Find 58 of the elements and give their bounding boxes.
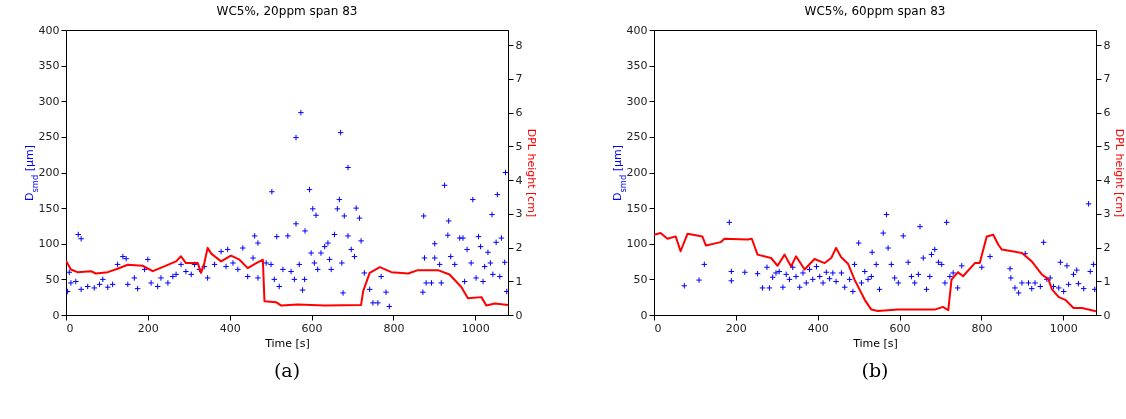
y-tick-label: 350 bbox=[626, 59, 648, 73]
y2-tick-label: 6 bbox=[515, 106, 523, 120]
y2-tick-label: 8 bbox=[1103, 38, 1111, 52]
x-tick-label: 1000 bbox=[1049, 321, 1078, 335]
y2-tick-label: 8 bbox=[515, 38, 523, 52]
x-tick-label: 0 bbox=[654, 321, 662, 335]
y-tick-label: 150 bbox=[626, 201, 648, 215]
y2-tick-label: 2 bbox=[1103, 241, 1111, 255]
x-axis-title: Time [s] bbox=[264, 336, 310, 350]
line-series bbox=[66, 246, 508, 307]
x-tick-label: 1000 bbox=[461, 321, 490, 335]
y-tick-label: 200 bbox=[626, 166, 648, 179]
y2-tick-label: 4 bbox=[1103, 173, 1111, 187]
y-tick-label: 400 bbox=[626, 23, 648, 37]
y-tick-label: 300 bbox=[626, 94, 648, 108]
x-tick-label: 400 bbox=[219, 321, 241, 335]
text: (a) bbox=[273, 359, 301, 381]
text: (b) bbox=[861, 359, 889, 381]
x-tick-label: 600 bbox=[301, 321, 323, 335]
x-tick-label: 0 bbox=[66, 321, 74, 335]
y2-tick-label: 1 bbox=[1103, 274, 1111, 288]
y-tick-label: 50 bbox=[45, 272, 60, 286]
x-tick-label: 800 bbox=[383, 321, 405, 335]
y2-tick-label: 5 bbox=[515, 139, 523, 153]
x-tick-label: 600 bbox=[889, 321, 911, 335]
chart-title: WC5%, 60ppm span 83 bbox=[804, 4, 946, 18]
y-tick-label: 100 bbox=[626, 237, 648, 251]
y-tick-label: 100 bbox=[38, 237, 60, 251]
y-tick-label: 350 bbox=[38, 59, 60, 73]
y-tick-label: 400 bbox=[38, 23, 60, 37]
y-tick-label: 300 bbox=[38, 94, 60, 108]
y-tick-label: 250 bbox=[38, 130, 60, 144]
y-tick-label: 150 bbox=[38, 201, 60, 215]
y2-axis-title: DPL height [cm] bbox=[525, 128, 539, 218]
y2-tick-label: 0 bbox=[515, 308, 523, 322]
y2-tick-label: 0 bbox=[1103, 308, 1111, 322]
x-tick-label: 400 bbox=[807, 321, 829, 335]
x-tick-label: 200 bbox=[725, 321, 747, 335]
y-tick-label: 200 bbox=[38, 166, 60, 179]
y-tick-label: 0 bbox=[640, 308, 648, 322]
y2-tick-label: 5 bbox=[1103, 139, 1111, 153]
y2-tick-label: 1 bbox=[515, 274, 523, 288]
y2-tick-label: 7 bbox=[1103, 72, 1111, 86]
y-tick-label: 50 bbox=[633, 272, 648, 286]
y2-tick-label: 4 bbox=[515, 173, 523, 187]
x-tick-label: 200 bbox=[137, 321, 159, 335]
x-tick-label: 800 bbox=[971, 321, 993, 335]
y2-tick-label: 3 bbox=[515, 207, 523, 221]
line-series bbox=[654, 232, 1096, 313]
y2-tick-label: 6 bbox=[1103, 106, 1111, 120]
y2-tick-label: 7 bbox=[515, 72, 523, 86]
x-axis-title: Time [s] bbox=[852, 336, 898, 350]
y2-tick-label: 3 bbox=[1103, 207, 1111, 221]
y2-tick-label: 2 bbox=[515, 241, 523, 255]
y2-axis-title: DPL height [cm] bbox=[1113, 128, 1126, 218]
y-tick-label: 0 bbox=[52, 308, 60, 322]
y-tick-label: 250 bbox=[626, 130, 648, 144]
chart-title: WC5%, 20ppm span 83 bbox=[216, 4, 358, 18]
